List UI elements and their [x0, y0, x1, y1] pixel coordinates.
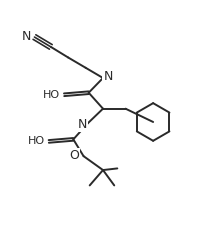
Text: HO: HO	[43, 90, 60, 100]
Text: HO: HO	[28, 137, 45, 146]
Text: N: N	[21, 30, 31, 43]
Text: N: N	[78, 118, 87, 131]
Text: N: N	[103, 70, 113, 83]
Text: O: O	[70, 149, 80, 162]
